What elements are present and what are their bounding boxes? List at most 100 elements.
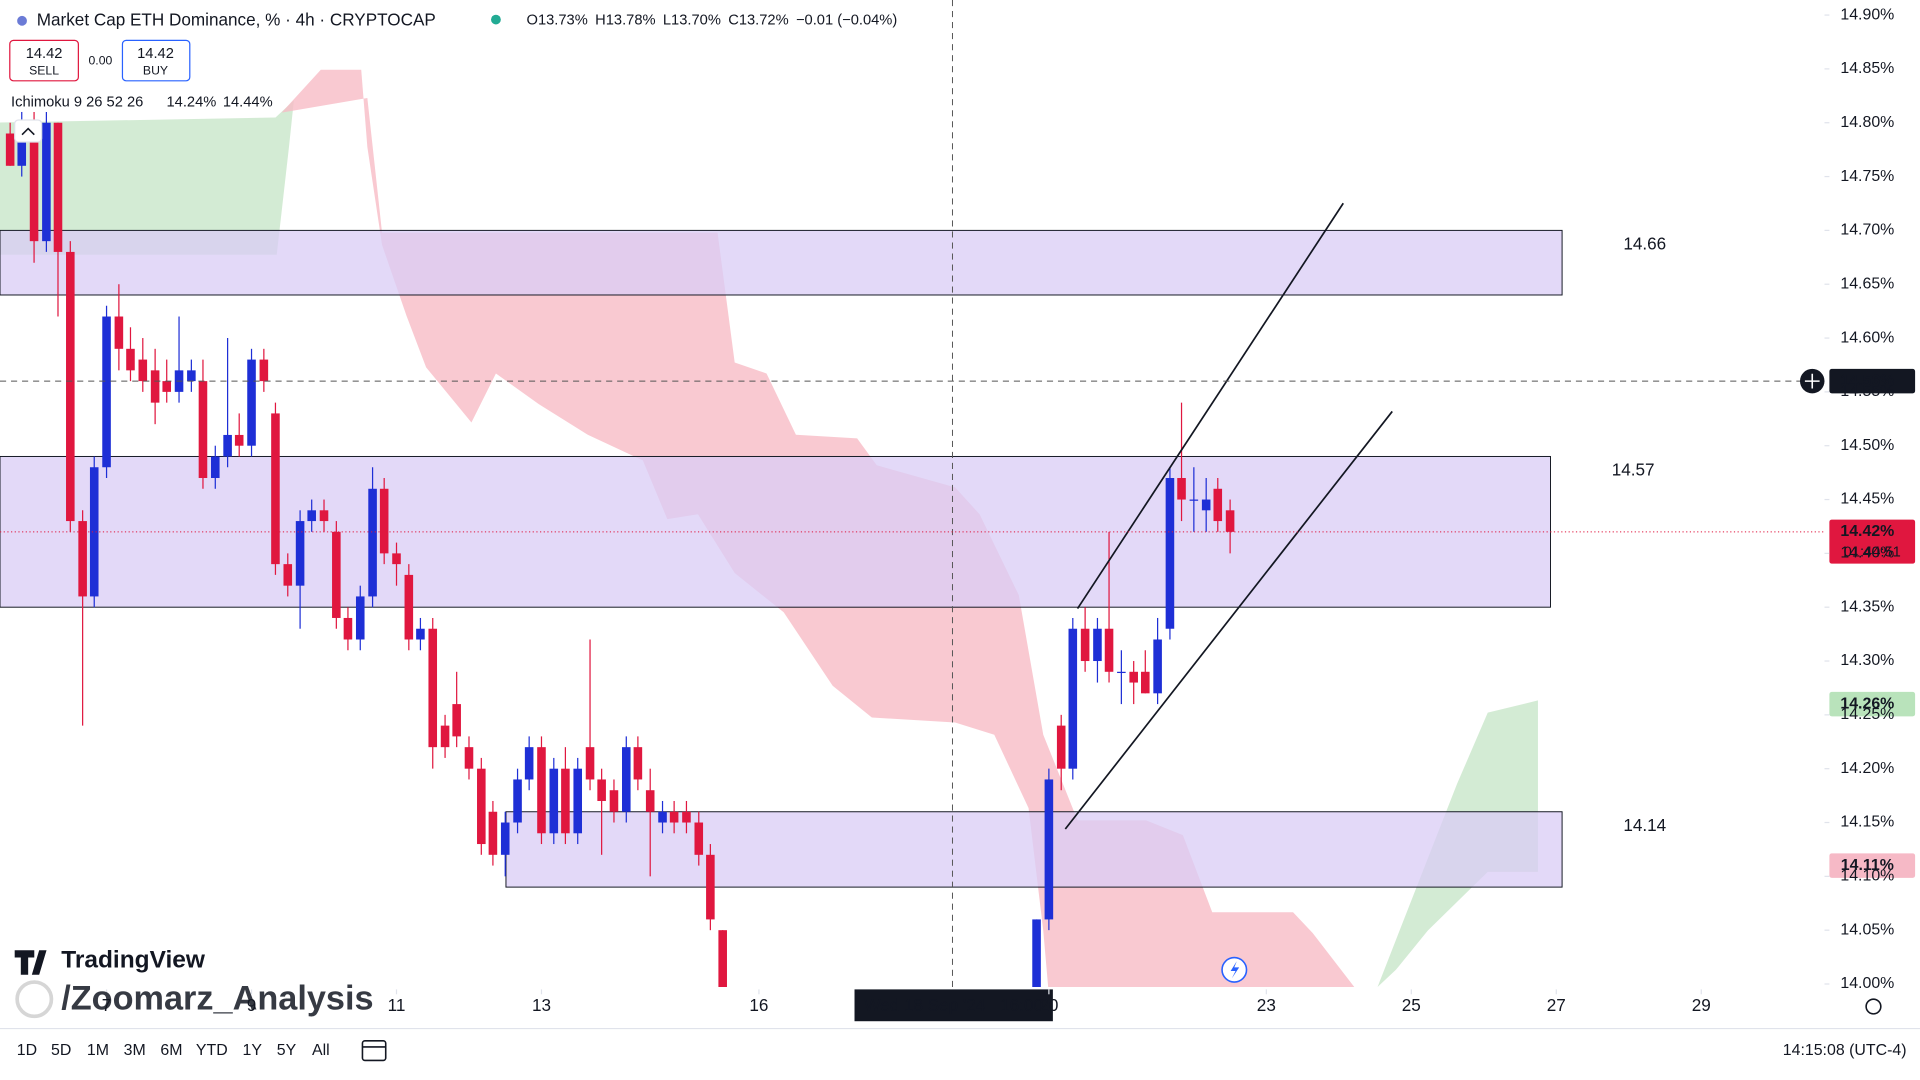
candle-body bbox=[187, 370, 196, 382]
candle-body bbox=[1080, 628, 1090, 662]
range-button[interactable]: 1M bbox=[87, 1042, 109, 1059]
price-marker bbox=[1829, 853, 1916, 878]
candle-body bbox=[234, 434, 244, 446]
candle-body bbox=[488, 811, 498, 855]
ohlc: O13.73% H13.78% L13.70% C13.72% −0.01 (−0.04… bbox=[527, 13, 898, 29]
x-tick-label: 25 bbox=[1402, 995, 1421, 1015]
candle-body bbox=[89, 467, 99, 597]
y-tick-label: 14.70% bbox=[1840, 222, 1894, 239]
candle-body bbox=[138, 359, 148, 382]
candle-body bbox=[706, 854, 715, 920]
price-marker-label: 14.11% bbox=[1841, 857, 1894, 874]
candle-body bbox=[379, 488, 389, 554]
range-button[interactable]: 5Y bbox=[277, 1042, 297, 1059]
y-tick-label: 14.40% bbox=[1840, 545, 1894, 562]
x-tick-label: 27 bbox=[1547, 995, 1566, 1015]
candle-body bbox=[585, 747, 595, 780]
trend-lines bbox=[1064, 202, 1393, 830]
candle-body bbox=[1189, 499, 1199, 501]
settings-icon[interactable] bbox=[1865, 998, 1882, 1015]
axes: 14.00% 14.05% 14.10% 14.15% 14.20% 14.25% 14.3… bbox=[102, 6, 1895, 1015]
candle-body bbox=[295, 521, 305, 586]
buy-price: 14.42 bbox=[137, 46, 174, 62]
candle-body bbox=[29, 122, 39, 242]
candle-body bbox=[1068, 628, 1078, 769]
y-tick-label: 14.50% bbox=[1840, 437, 1894, 454]
price-marker-sublabel: 01:44:51 bbox=[1844, 545, 1901, 561]
y-tick-label: 14.35% bbox=[1840, 598, 1894, 615]
y-tick-label: 14.05% bbox=[1840, 921, 1894, 938]
candle-body bbox=[42, 122, 51, 242]
candle-body bbox=[404, 574, 414, 640]
candle-body bbox=[78, 521, 87, 597]
candle-body bbox=[549, 768, 559, 834]
candle-body bbox=[682, 811, 691, 823]
calendar-icon[interactable] bbox=[361, 1040, 387, 1062]
range-button[interactable]: All bbox=[312, 1042, 330, 1059]
candle-body bbox=[561, 768, 570, 834]
candle-body bbox=[609, 790, 619, 812]
range-button[interactable]: 1D bbox=[17, 1042, 37, 1059]
candle-body bbox=[1165, 478, 1175, 629]
y-tick-label: 14.10% bbox=[1840, 868, 1894, 885]
zone-label: 14.14 bbox=[1623, 815, 1666, 835]
candle-body bbox=[1141, 671, 1150, 694]
ohlc-value: L13.70% bbox=[663, 13, 721, 29]
candle-body bbox=[524, 747, 534, 780]
candle-body bbox=[428, 628, 438, 748]
sell-price: 14.42 bbox=[26, 46, 63, 62]
candle-body bbox=[271, 413, 280, 565]
candles bbox=[5, 111, 1235, 987]
zone bbox=[0, 229, 1563, 296]
candle-body bbox=[368, 488, 377, 597]
crosshair-date-bg bbox=[854, 989, 1053, 1022]
ohlc-value: −0.01 (−0.04%) bbox=[796, 13, 897, 29]
tv-logo bbox=[14, 950, 47, 975]
candle-body bbox=[198, 381, 208, 479]
candle-body bbox=[718, 930, 727, 987]
range-button[interactable]: 5D bbox=[51, 1042, 71, 1059]
sell-button[interactable] bbox=[9, 39, 79, 82]
candle-body bbox=[259, 359, 269, 382]
y-tick-label: 14.25% bbox=[1840, 706, 1894, 723]
candle-body bbox=[1177, 478, 1186, 500]
candle-body bbox=[477, 768, 486, 845]
brand: TradingView bbox=[61, 947, 206, 974]
range-button[interactable]: 1Y bbox=[243, 1042, 263, 1059]
y-tick-label: 14.20% bbox=[1840, 760, 1894, 777]
buy-button[interactable] bbox=[121, 39, 191, 82]
status-dot bbox=[491, 14, 501, 25]
candle-body bbox=[500, 822, 510, 855]
symbol-icon bbox=[17, 15, 27, 26]
candle-body bbox=[464, 747, 474, 769]
price-marker-label: 14.56% bbox=[1840, 372, 1894, 389]
zone-label: 14.66 bbox=[1623, 234, 1666, 254]
range-button[interactable]: 6M bbox=[160, 1042, 182, 1059]
candle-body bbox=[1225, 510, 1235, 532]
candle-body bbox=[114, 316, 124, 349]
sell-label: SELL bbox=[29, 63, 59, 77]
y-tick-label: 14.60% bbox=[1840, 329, 1894, 346]
candle-body bbox=[1044, 779, 1054, 920]
price-marker-label: 14.42% bbox=[1840, 523, 1894, 540]
candle-body bbox=[162, 381, 172, 392]
crosshair-date: Wed 18 Sep '24 bbox=[864, 995, 985, 1015]
candle-body bbox=[597, 779, 606, 801]
candle-body bbox=[392, 553, 401, 565]
watermark: TradingView /Zoomarz_Analysis bbox=[14, 947, 374, 1019]
spread: 0.00 bbox=[89, 53, 113, 67]
x-tick-label: 20 bbox=[1039, 995, 1058, 1015]
price-marker bbox=[1829, 691, 1916, 717]
candle-body bbox=[621, 747, 631, 812]
candle-body bbox=[1093, 628, 1102, 662]
author: /Zoomarz_Analysis bbox=[61, 979, 373, 1017]
y-tick-label: 14.00% bbox=[1840, 975, 1894, 992]
x-tick-label: 7 bbox=[102, 995, 112, 1015]
range-button[interactable]: 3M bbox=[124, 1042, 146, 1059]
indicator-name: Ichimoku 9 26 52 26 bbox=[11, 95, 143, 111]
candle-body bbox=[5, 133, 15, 166]
collapse-button[interactable] bbox=[14, 119, 43, 143]
candle-body bbox=[440, 725, 450, 748]
range-button[interactable]: YTD bbox=[196, 1042, 228, 1059]
